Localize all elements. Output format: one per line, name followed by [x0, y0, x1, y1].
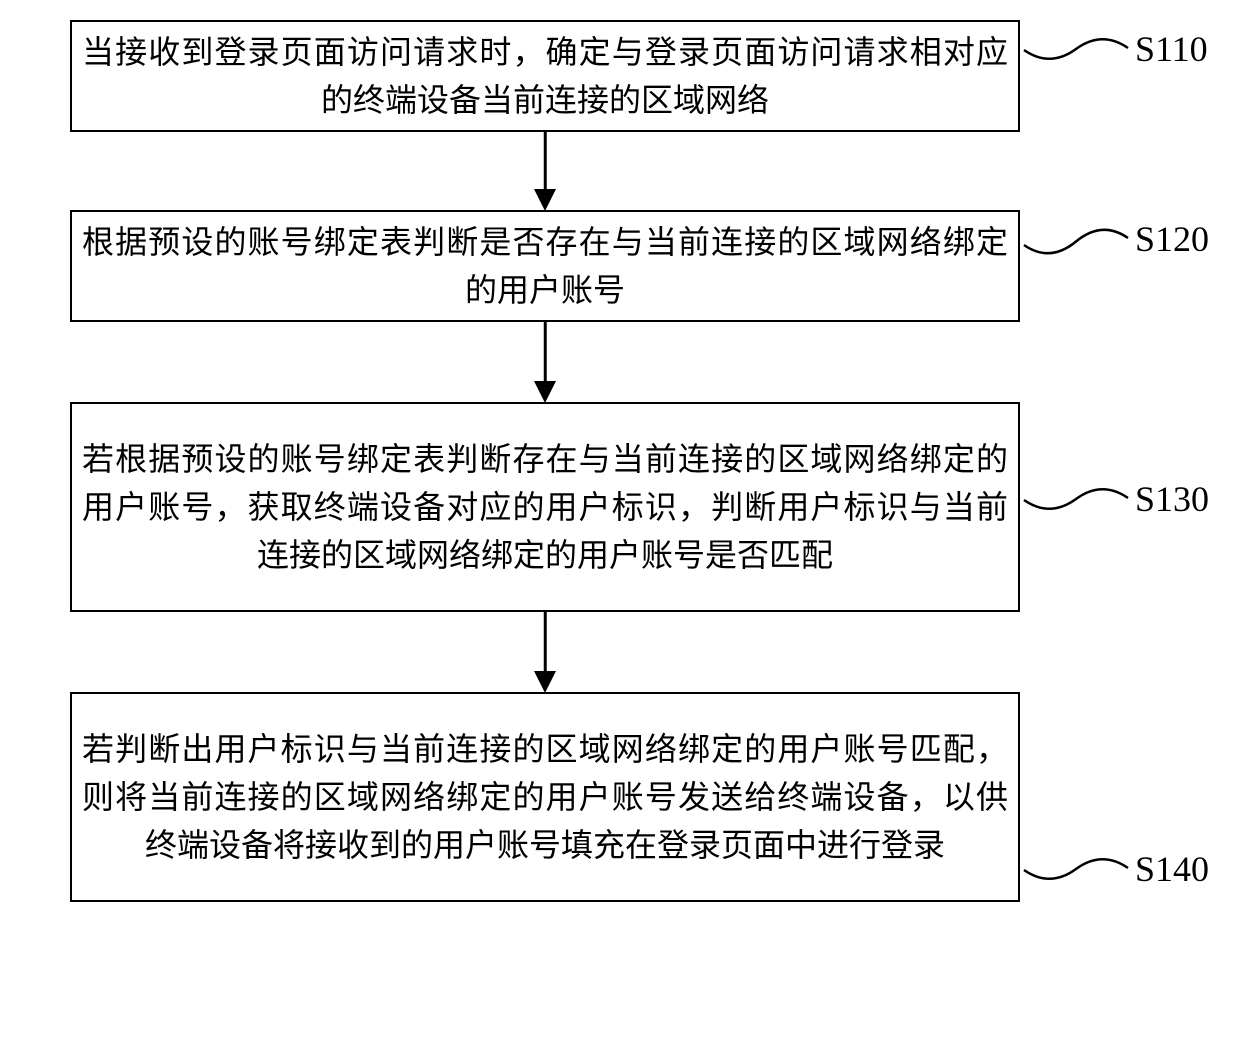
flow-node-s120: 根据预设的账号绑定表判断是否存在与当前连接的区域网络绑定的用户账号 [70, 210, 1020, 322]
step-label-s140: S140 [1135, 848, 1209, 890]
squiggle-connector [1019, 473, 1133, 525]
flowchart-container: 当接收到登录页面访问请求时，确定与登录页面访问请求相对应的终端设备当前连接的区域… [70, 20, 1020, 902]
flow-node-text: 当接收到登录页面访问请求时，确定与登录页面访问请求相对应的终端设备当前连接的区域… [82, 28, 1008, 124]
flow-node-text: 根据预设的账号绑定表判断是否存在与当前连接的区域网络绑定的用户账号 [82, 218, 1008, 314]
step-label-s130: S130 [1135, 478, 1209, 520]
flow-node-text: 若判断出用户标识与当前连接的区域网络绑定的用户账号匹配，则将当前连接的区域网络绑… [82, 725, 1008, 869]
squiggle-connector [1019, 843, 1133, 895]
step-label-s110: S110 [1135, 28, 1208, 70]
flow-arrow [70, 612, 1020, 692]
squiggle-connector [1019, 23, 1133, 75]
flow-arrow [70, 132, 1020, 210]
flow-node-s110: 当接收到登录页面访问请求时，确定与登录页面访问请求相对应的终端设备当前连接的区域… [70, 20, 1020, 132]
flow-node-s140: 若判断出用户标识与当前连接的区域网络绑定的用户账号匹配，则将当前连接的区域网络绑… [70, 692, 1020, 902]
step-label-s120: S120 [1135, 218, 1209, 260]
squiggle-connector [1019, 213, 1133, 270]
flow-node-s130: 若根据预设的账号绑定表判断存在与当前连接的区域网络绑定的用户账号，获取终端设备对… [70, 402, 1020, 612]
flow-node-text: 若根据预设的账号绑定表判断存在与当前连接的区域网络绑定的用户账号，获取终端设备对… [82, 435, 1008, 579]
flow-arrow [70, 322, 1020, 402]
